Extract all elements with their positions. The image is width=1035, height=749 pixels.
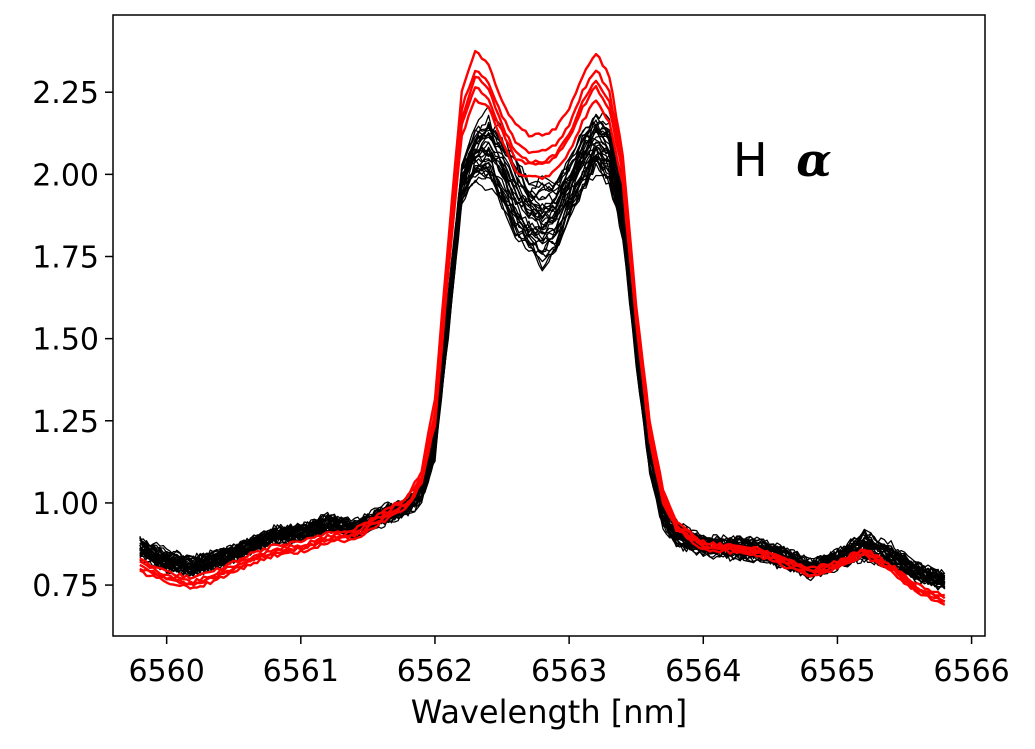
red-spectrum-line (139, 97, 946, 600)
black-spectrum-line (139, 105, 946, 579)
annotation-symbol: α (796, 133, 831, 187)
y-axis: 0.75 1.00 1.25 1.50 1.75 2.00 2.25 (32, 76, 113, 604)
y-tick-label: 2.25 (32, 76, 99, 111)
y-tick-label: 2.00 (32, 158, 99, 193)
x-axis: 6560 6561 6562 6563 6564 6565 6566 (128, 636, 1010, 689)
x-tick-label: 6563 (531, 654, 607, 689)
y-tick-label: 1.00 (32, 487, 99, 522)
y-tick-label: 1.25 (32, 405, 99, 440)
x-axis-title: Wavelength [nm] (411, 693, 687, 731)
h-alpha-annotation: H α (733, 133, 832, 187)
x-tick-label: 6561 (263, 654, 339, 689)
x-tick-label: 6566 (933, 654, 1009, 689)
y-tick-label: 1.75 (32, 241, 99, 276)
plot-background (113, 15, 985, 636)
plot-frame (112, 14, 986, 637)
red-series-group (139, 49, 946, 606)
red-spectrum-line (139, 75, 945, 597)
y-tick-label: 1.50 (32, 323, 99, 358)
x-tick-label: 6560 (128, 654, 204, 689)
annotation-prefix: H (733, 133, 768, 187)
x-tick-label: 6562 (397, 654, 473, 689)
x-tick-label: 6565 (799, 654, 875, 689)
y-tick-label: 0.75 (32, 569, 99, 604)
x-tick-label: 6564 (665, 654, 741, 689)
